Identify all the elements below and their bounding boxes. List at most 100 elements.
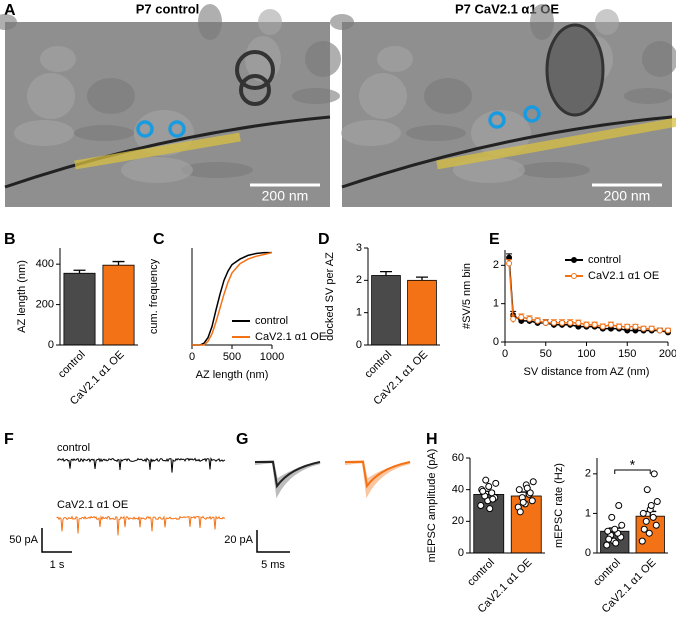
texture (0, 14, 17, 30)
trace (56, 515, 226, 536)
marker (510, 316, 517, 322)
y-axis-label: cum. frequency (148, 258, 160, 334)
error-bar (380, 270, 392, 276)
marker (559, 319, 566, 326)
image-title: P7 control (136, 1, 200, 16)
error-bar (73, 269, 86, 274)
y-tick-label: 0 (458, 547, 464, 559)
scale-label: 5 ms (261, 559, 285, 571)
texture (424, 78, 472, 114)
legend-marker (571, 257, 577, 263)
data-point (612, 539, 620, 547)
data-point (608, 513, 616, 521)
texture (377, 46, 413, 72)
texture (642, 41, 676, 77)
data-point (618, 521, 626, 529)
y-axis-label: docked SV per AZ (324, 252, 336, 341)
marker (665, 327, 671, 334)
data-point (528, 497, 536, 505)
y-tick-label: 2 (493, 259, 499, 271)
x-tick-label: 100 (577, 348, 595, 360)
data-point (523, 484, 531, 492)
membrane (4, 115, 331, 189)
data-point (615, 502, 623, 509)
marker (583, 321, 590, 328)
marker (550, 319, 557, 326)
x-tick-label: control (465, 557, 497, 589)
scale-label: 20 pA (224, 534, 253, 546)
legend-label: CaV2.1 α1 OE (255, 331, 326, 343)
marker (575, 319, 582, 326)
texture (121, 157, 193, 183)
texture (624, 88, 672, 104)
data-point (485, 483, 493, 490)
marker (656, 327, 663, 334)
marker (567, 319, 574, 326)
data-point (603, 541, 611, 549)
trace-label: CaV2.1 α1 OE (57, 499, 128, 511)
texture (258, 9, 282, 35)
texture (330, 14, 354, 30)
y-tick-label: 1 (585, 507, 591, 519)
panel-letter: D (318, 231, 330, 248)
sv (523, 105, 541, 123)
scale-label: 1 s (50, 559, 65, 571)
marker (534, 317, 541, 324)
data-point (492, 479, 500, 487)
trace-mean (255, 461, 321, 489)
panel-letter: F (4, 431, 14, 448)
data-point (486, 505, 494, 513)
x-tick-label: control (56, 349, 88, 381)
marker (607, 321, 614, 328)
texture (341, 120, 401, 146)
data-point (643, 486, 651, 494)
texture (471, 110, 531, 156)
data-point (516, 508, 524, 516)
marker (526, 316, 533, 322)
y-tick-label: 1 (493, 298, 499, 310)
scale-label: 200 nm (262, 188, 309, 204)
x-axis-label: SV distance from AZ (nm) (524, 366, 650, 378)
texture (27, 73, 75, 119)
x-tick-label: control (591, 557, 623, 589)
series-line (508, 257, 669, 334)
y-tick-label: 200 (36, 298, 54, 310)
marker (506, 260, 513, 267)
sig-bracket (614, 469, 651, 474)
x-axis-label: AZ length (nm) (196, 369, 269, 381)
texture (198, 4, 222, 40)
error-bar (416, 276, 428, 281)
marker (640, 325, 647, 332)
y-tick-label: 3 (356, 242, 362, 254)
bar (63, 272, 96, 346)
panel-letter: B (4, 231, 16, 248)
data-point (642, 517, 650, 525)
texture (530, 4, 554, 40)
panel-letter: C (153, 231, 165, 248)
y-tick-label: 0 (48, 339, 54, 351)
y-tick-label: 20 (452, 515, 464, 527)
vesicle (235, 50, 275, 90)
texture (453, 157, 525, 183)
data-point (647, 502, 655, 509)
scale-bar (41, 528, 72, 553)
sig-label: * (630, 457, 636, 473)
marker (616, 323, 623, 330)
marker (542, 319, 549, 326)
legend-label: CaV2.1 α1 OE (588, 270, 659, 282)
data-point (650, 470, 658, 478)
data-point (482, 476, 490, 484)
panel-letter: E (489, 231, 500, 248)
legend-label: control (588, 254, 621, 266)
trace (56, 457, 226, 473)
texture (74, 125, 134, 141)
data-point (529, 478, 537, 486)
data-point (649, 513, 657, 521)
scale-label: 50 pA (9, 534, 38, 546)
data-point (652, 521, 660, 529)
data-point (515, 486, 523, 494)
y-tick-label: 0 (585, 547, 591, 559)
panel-letter: G (236, 431, 248, 448)
texture (40, 46, 76, 72)
